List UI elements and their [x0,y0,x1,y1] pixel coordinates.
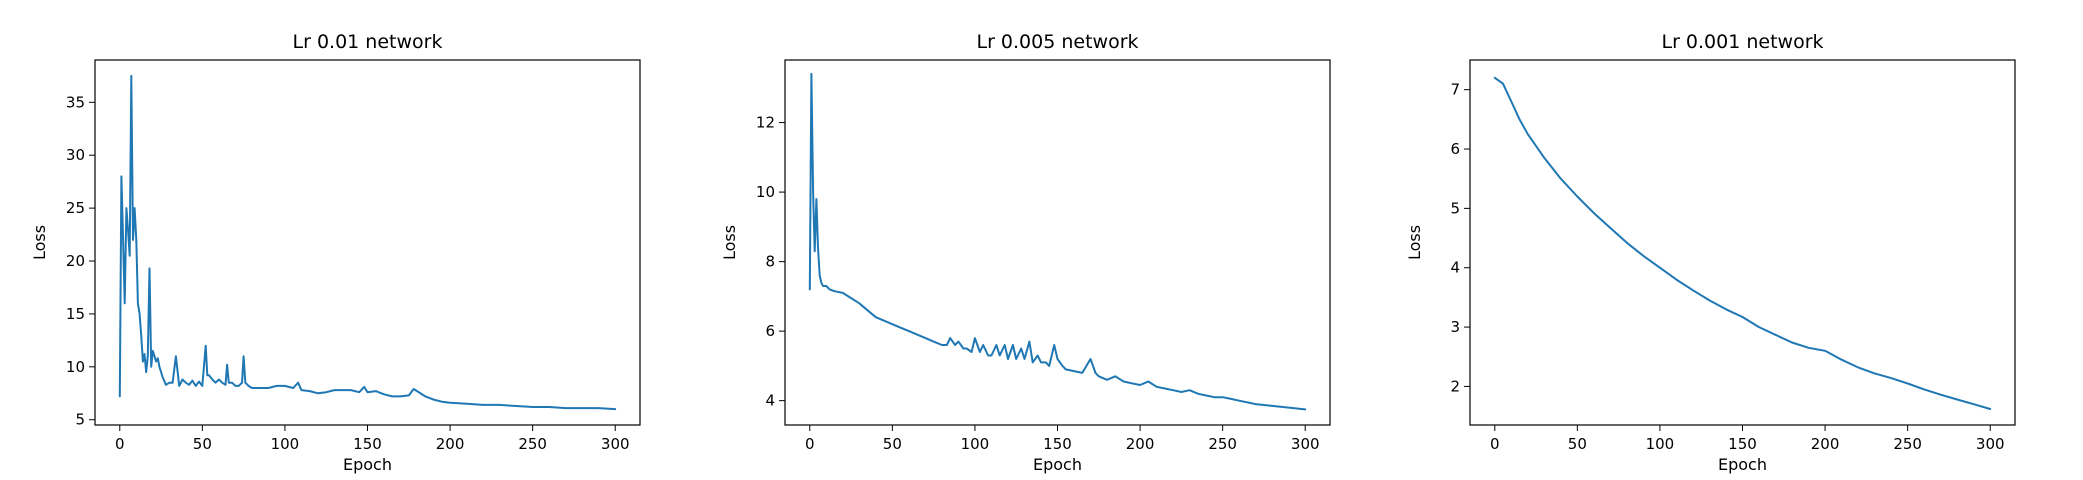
chart-title: Lr 0.005 network [976,31,1138,53]
x-tick-label: 250 [1208,435,1237,453]
x-tick-label: 150 [1043,435,1072,453]
chart-panel-3: 0 50 100 150 200 250 300 2 3 4 5 6 7 Lr 0.001 network… [1405,31,2016,474]
y-tick-label: 6 [1450,140,1460,158]
x-tick-label: 300 [601,435,630,453]
x-tick-label: 200 [1126,435,1155,453]
y-tick-label: 12 [756,114,775,132]
y-tick-label: 2 [1450,377,1460,395]
y-tick-label: 3 [1450,318,1460,336]
y-tick-label: 8 [765,253,775,271]
series-line [808,72,1307,411]
x-tick-label: 0 [805,435,815,453]
y-tick-label: 4 [765,392,775,410]
x-tick-label: 50 [193,435,212,453]
plot-frame [94,59,641,426]
y-tick-label: 15 [66,305,85,323]
x-tick-label: 250 [1893,435,1922,453]
series-line [118,74,617,411]
chart-title: Lr 0.01 network [293,31,443,53]
x-tick-label: 50 [1568,435,1587,453]
y-tick-label: 30 [66,146,85,164]
chart-panel-1: 0 50 100 150 200 250 300 5 10 15 20 25 30 35 Lr 0.01 n… [30,31,641,474]
series-line [1493,76,1992,410]
x-tick-label: 300 [1291,435,1320,453]
chart-panel-2: 0 50 100 150 200 250 300 4 6 8 10 12 Lr 0.005 networ… [720,31,1331,474]
y-tick-label: 10 [66,358,85,376]
x-tick-label: 100 [271,435,300,453]
y-tick-label: 7 [1450,81,1460,99]
y-axis-label: Loss [720,225,739,260]
y-tick-label: 25 [66,199,85,217]
x-axis-label: Epoch [343,455,392,474]
x-tick-label: 150 [353,435,382,453]
y-tick-label: 4 [1450,259,1460,277]
y-tick-label: 35 [66,93,85,111]
y-axis-label: Loss [30,225,49,260]
x-tick-label: 100 [1646,435,1675,453]
x-tick-label: 250 [518,435,547,453]
chart-title: Lr 0.001 network [1661,31,1823,53]
x-tick-label: 50 [883,435,902,453]
x-tick-label: 200 [1811,435,1840,453]
x-tick-label: 0 [115,435,125,453]
plot-frame [784,59,1331,426]
plot-frame [1469,59,2016,426]
x-tick-label: 300 [1976,435,2005,453]
x-tick-label: 100 [961,435,990,453]
x-tick-label: 200 [436,435,465,453]
y-tick-label: 10 [756,183,775,201]
y-tick-label: 6 [765,322,775,340]
x-axis-label: Epoch [1033,455,1082,474]
x-tick-label: 150 [1728,435,1757,453]
y-tick-label: 5 [1450,199,1460,217]
y-tick-label: 5 [75,411,85,429]
x-tick-label: 0 [1490,435,1500,453]
x-axis-label: Epoch [1718,455,1767,474]
y-tick-label: 20 [66,252,85,270]
y-axis-label: Loss [1405,225,1424,260]
